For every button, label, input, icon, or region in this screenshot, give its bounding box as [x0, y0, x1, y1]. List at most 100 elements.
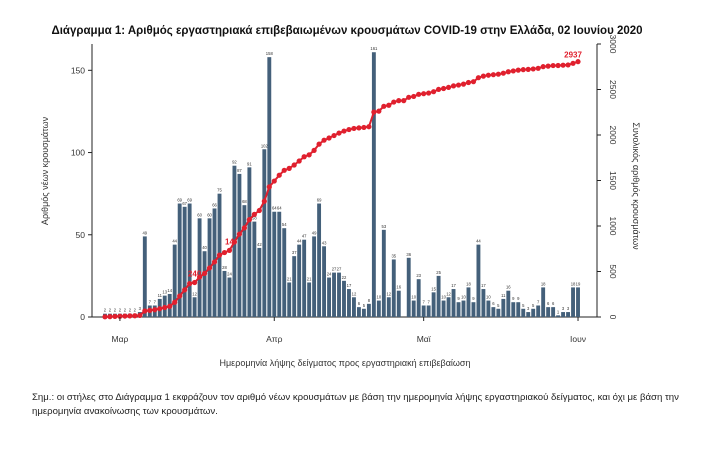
bar: [257, 247, 262, 317]
bar-label: 64: [277, 206, 282, 211]
bar: [571, 287, 575, 317]
annotations: 240 14 2937: [188, 50, 583, 278]
cumulative-point: [137, 312, 143, 319]
cumulative-point: [341, 128, 347, 134]
cumulative-point: [480, 73, 487, 79]
bar-label: 5: [532, 303, 535, 308]
right-tick-label: 500: [608, 264, 618, 278]
bar: [551, 307, 556, 317]
bar: [297, 244, 302, 317]
bar-label: 8: [368, 298, 371, 303]
bar-label: 69: [187, 198, 192, 203]
bar: [222, 270, 227, 317]
y-axis-right-title: Συνολικός αριθμός κρουσμάτων: [631, 122, 641, 250]
bar-label: 13: [162, 290, 167, 295]
cumulative-point: [246, 217, 252, 223]
bar-label: 27: [332, 267, 337, 272]
bar: [352, 297, 356, 317]
bar-label: 5: [363, 303, 366, 308]
bar: [576, 287, 580, 317]
bar-label: 10: [441, 295, 446, 300]
bar-label: 11: [158, 293, 163, 298]
bar: [421, 305, 426, 317]
chart-title: Διάγραμμα 1: Αριθμός εργαστηριακά επιβεβ…: [51, 25, 642, 37]
cumulative-point: [455, 82, 462, 88]
bar: [262, 149, 267, 317]
cumulative-point: [346, 126, 352, 133]
footnote: Σημ.: οι στήλες στο Διάγραμμα 1 εκφράζου…: [32, 392, 679, 417]
cumulative-point: [426, 90, 432, 96]
bar: [202, 251, 207, 317]
cumulative-point: [182, 287, 188, 293]
bar-label: 1: [557, 309, 560, 314]
cumulative-point: [525, 66, 531, 72]
cumulative-point: [127, 313, 133, 319]
right-tick-label: 0: [608, 315, 618, 320]
cumulative-point: [450, 83, 457, 89]
bar: [476, 244, 481, 317]
cumulative-point: [152, 307, 158, 313]
bar-label: 60: [197, 212, 202, 217]
cumulative-point: [520, 67, 526, 73]
cumulative-point: [500, 70, 506, 76]
cumulative-point: [366, 124, 372, 130]
bar: [441, 300, 446, 317]
cumulative-point: [211, 259, 218, 265]
bar: [287, 282, 292, 317]
bar-label: 6: [492, 301, 495, 306]
bar: [416, 279, 421, 317]
bar-label: 66: [212, 202, 217, 207]
bar: [277, 211, 282, 317]
bar-label: 44: [476, 239, 481, 244]
bar-label: 35: [391, 253, 396, 258]
cumulative-point: [162, 304, 168, 311]
cumulative-point: [256, 207, 262, 214]
bar-label: 23: [416, 273, 421, 278]
bar-label: 16: [506, 285, 511, 290]
bar-label: 92: [232, 160, 237, 165]
bar: [391, 259, 396, 317]
bar: [227, 277, 232, 317]
bar-label: 18: [541, 281, 546, 286]
bar-label: 3: [527, 306, 530, 311]
bar: [292, 256, 297, 317]
bar-label: 18: [466, 281, 471, 286]
bar-label: 67: [182, 201, 187, 206]
bar-label: 2: [104, 308, 107, 313]
right-tick-label: 1000: [608, 217, 618, 236]
cumulative-point: [187, 281, 193, 287]
bar: [496, 308, 501, 317]
bar-label: 40: [202, 245, 207, 250]
bar-label: 60: [207, 212, 212, 217]
cumulative-point: [216, 252, 223, 258]
bar-label: 53: [381, 224, 386, 229]
bar-label: 15: [431, 286, 436, 291]
right-tick-label: 2500: [608, 80, 618, 99]
left-axis: 0 50 100 150: [71, 65, 92, 322]
bar-label: 2: [124, 308, 127, 313]
x-tick-label: Απρ: [266, 334, 283, 344]
cumulative-point: [396, 98, 402, 104]
bar: [342, 280, 346, 317]
bar: [242, 205, 247, 317]
bar: [237, 173, 242, 317]
cumulative-point: [560, 62, 566, 68]
left-tick-label: 0: [80, 312, 85, 322]
bar-label: 11: [501, 293, 506, 298]
right-tick-label: 2000: [608, 126, 618, 145]
bar: [506, 290, 511, 317]
cumulative-point: [221, 249, 228, 256]
bar-label: 6: [358, 301, 361, 306]
bar: [247, 167, 252, 317]
bar: [272, 211, 277, 317]
bar-label: 10: [461, 295, 466, 300]
cumulative-point: [167, 303, 173, 309]
cumulative-point: [316, 141, 322, 147]
bar: [446, 297, 451, 317]
cumulative-point: [475, 75, 482, 81]
bar: [307, 282, 312, 317]
bar-label: 19: [576, 281, 581, 286]
cumulative-point: [192, 279, 198, 286]
bar-label: 161: [370, 46, 378, 51]
